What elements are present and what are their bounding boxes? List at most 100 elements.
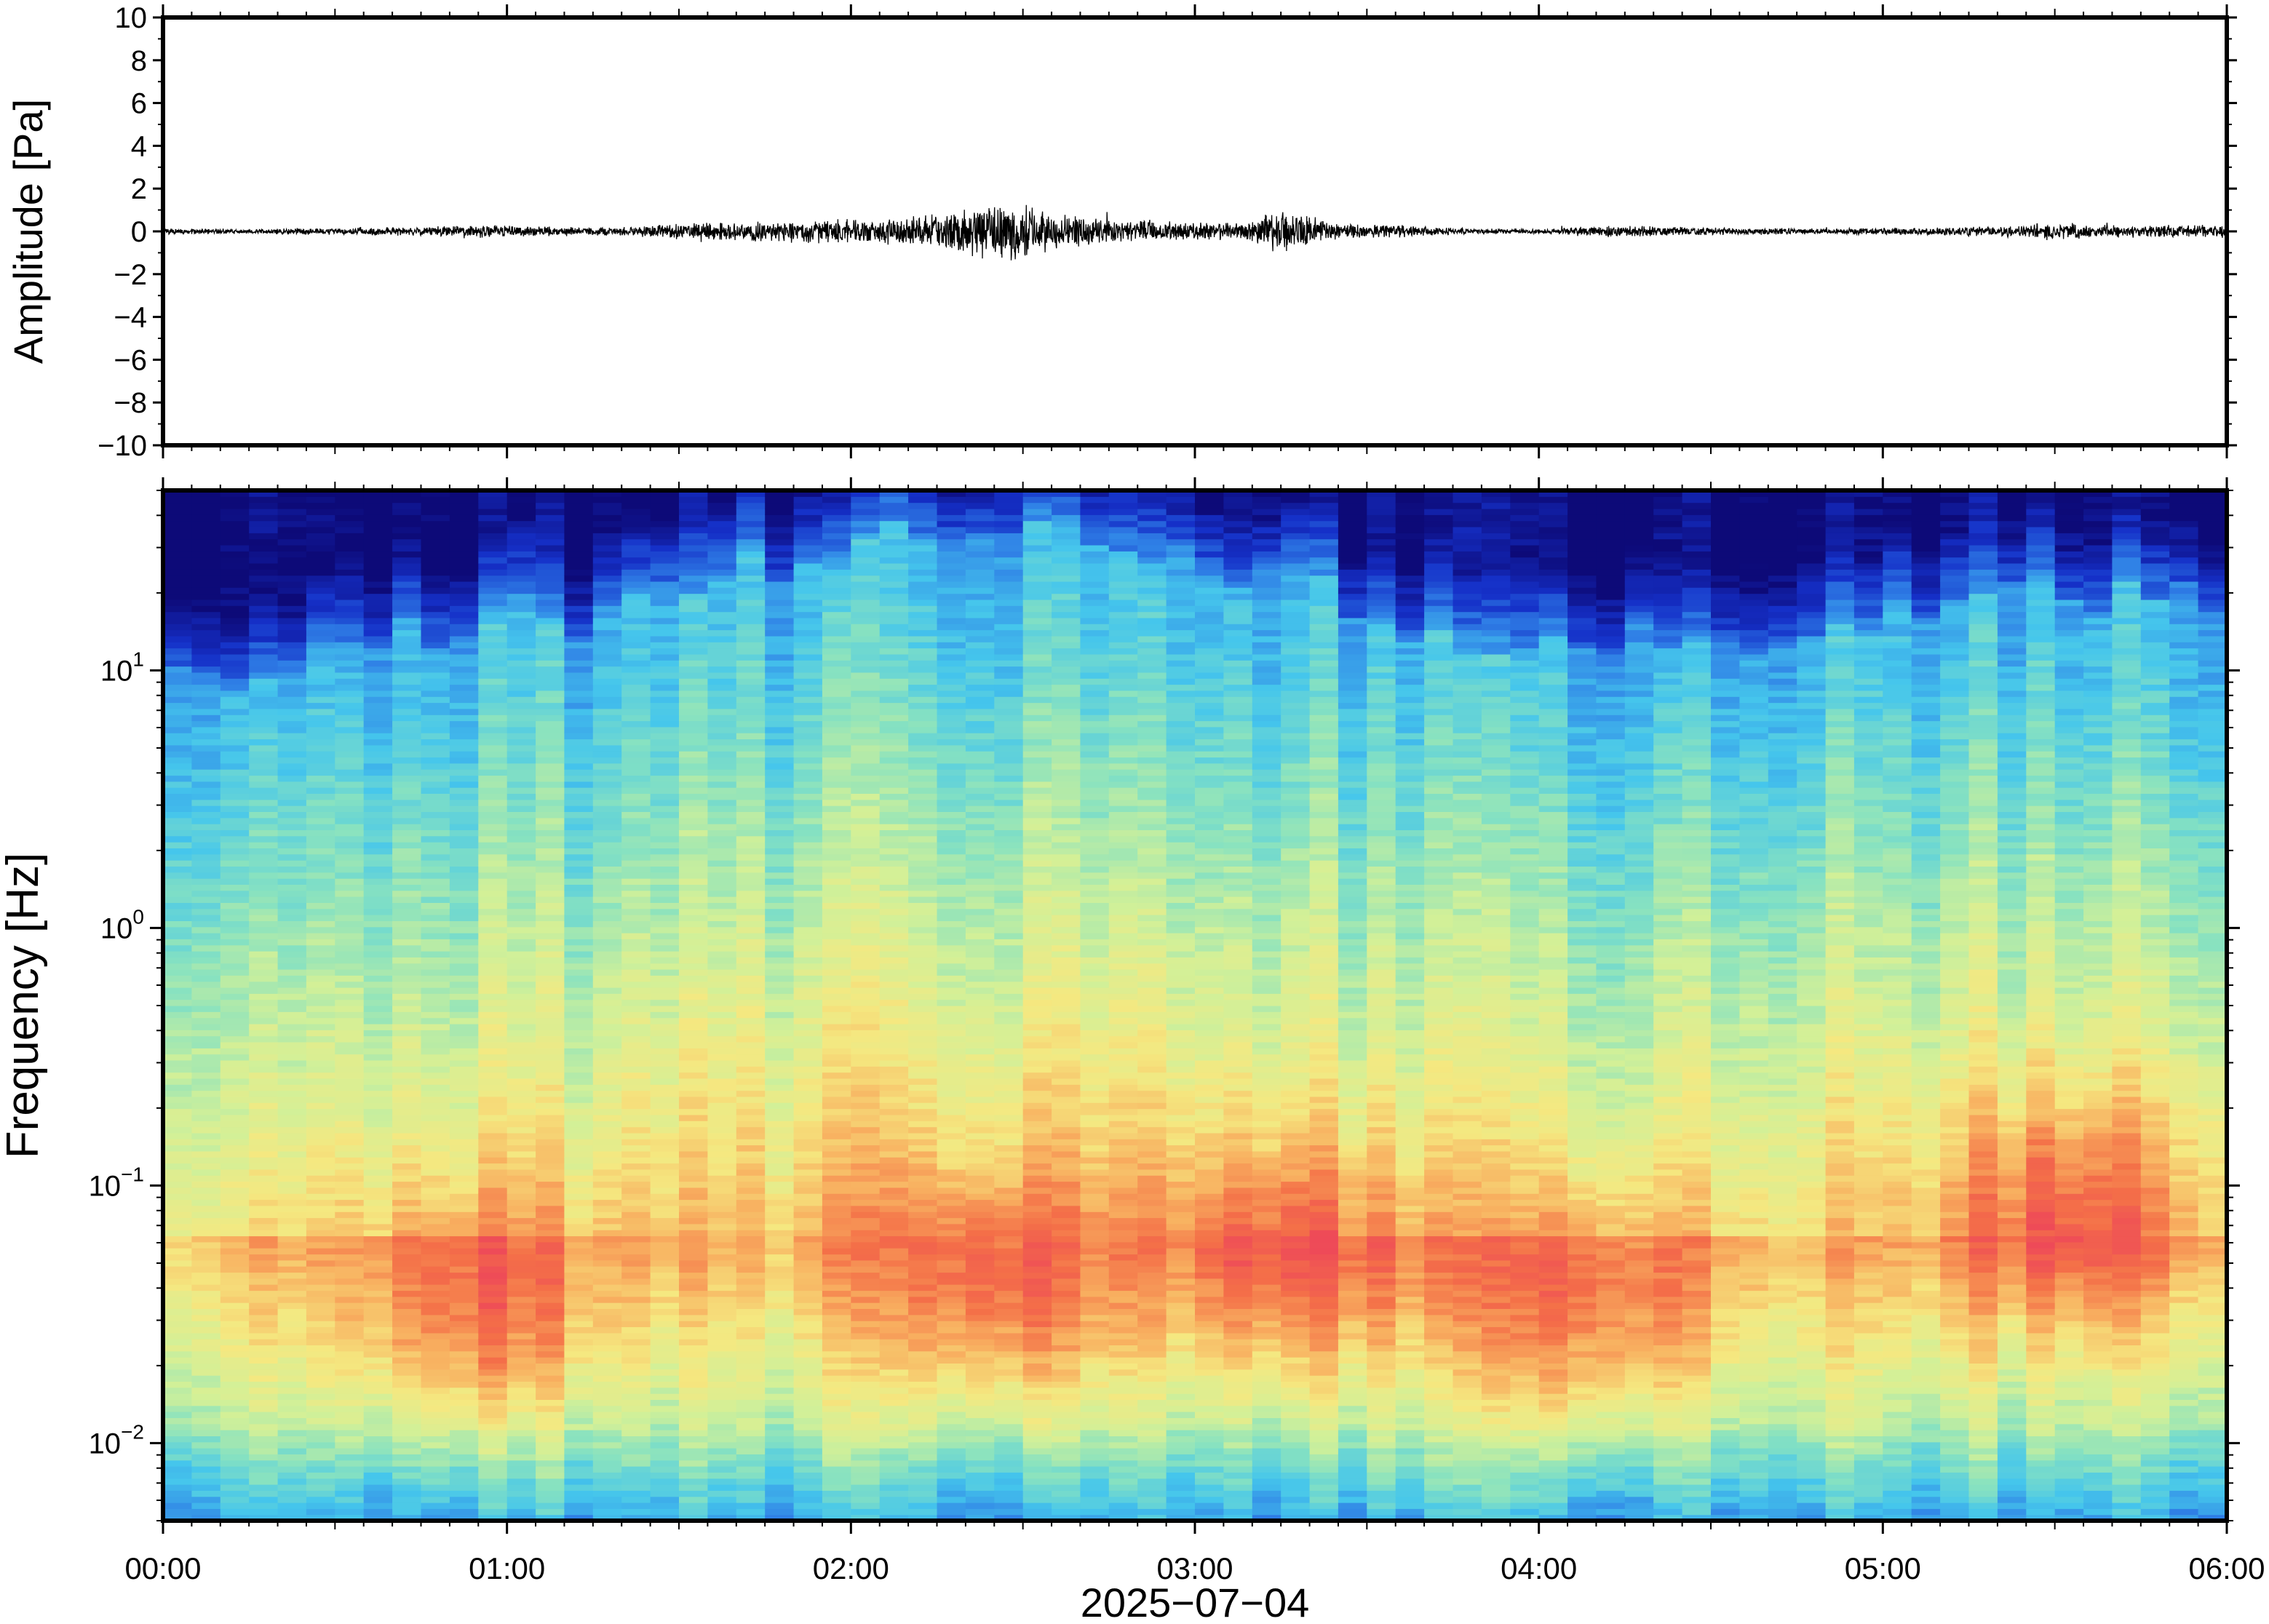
spectrogram-cell: [650, 1084, 680, 1091]
spectrogram-cell: [564, 969, 594, 976]
spectrogram-cell: [478, 557, 508, 564]
spectrogram-cell: [277, 751, 307, 758]
spectrogram-cell: [592, 1472, 622, 1479]
spectrogram-cell: [621, 635, 651, 642]
spectrogram-cell: [449, 1205, 479, 1212]
spectrogram-cell: [793, 1060, 823, 1067]
spectrogram-cell: [449, 702, 479, 709]
spectrogram-cell: [536, 1369, 565, 1376]
spectrogram-cell: [363, 878, 393, 885]
spectrogram-cell: [707, 963, 737, 970]
spectrogram-cell: [851, 1217, 881, 1225]
spectrogram-cell: [937, 1496, 966, 1503]
spectrogram-cell: [908, 1054, 938, 1061]
spectrogram-cell: [793, 1484, 823, 1491]
spectrogram-cell: [163, 1321, 192, 1327]
spectrogram-cell: [879, 1375, 909, 1382]
spectrogram-cell: [679, 951, 708, 958]
spectrogram-cell: [736, 811, 766, 819]
spectrogram-cell: [536, 915, 565, 921]
spectrogram-cell: [736, 1514, 766, 1521]
spectrogram-cell: [163, 702, 192, 709]
spectrogram-cell: [306, 611, 335, 618]
spectrogram-cell: [621, 1254, 651, 1261]
spectrogram-cell: [335, 1441, 365, 1449]
spectrogram-cell: [163, 1102, 192, 1110]
spectrogram-cell: [163, 1514, 192, 1521]
spectrogram-cell: [650, 1066, 680, 1073]
spectrogram-cell: [908, 739, 938, 746]
spectrogram-cell: [220, 1363, 250, 1370]
spectrogram-cell: [536, 860, 565, 867]
spectrogram-cell: [306, 1157, 335, 1164]
spectrogram-cell: [679, 848, 708, 855]
spectrogram-cell: [851, 835, 881, 843]
spectrogram-cell: [220, 1296, 250, 1303]
spectrogram-heatmap: [163, 490, 2227, 1521]
spectrogram-cell: [908, 1011, 938, 1019]
spectrogram-cell: [650, 1072, 680, 1079]
spectrogram-cell: [220, 1217, 250, 1225]
spectrogram-cell: [478, 878, 508, 885]
spectrogram-cell: [449, 848, 479, 855]
spectrogram-cell: [679, 666, 708, 673]
spectrogram-cell: [277, 1259, 307, 1267]
spectrogram-cell: [449, 1121, 479, 1128]
spectrogram-cell: [621, 1054, 651, 1061]
spectrogram-cell: [707, 763, 737, 770]
spectrogram-cell: [707, 890, 737, 897]
spectrogram-cell: [163, 987, 192, 994]
spectrogram-cell: [851, 593, 881, 600]
spectrogram-cell: [191, 926, 221, 934]
spectrogram-cell: [908, 908, 938, 915]
spectrogram-cell: [851, 957, 881, 964]
spectrogram-cell: [449, 1381, 479, 1388]
spectrogram-cell: [277, 1241, 307, 1249]
spectrogram-cell: [793, 933, 823, 939]
spectrogram-cell: [564, 763, 594, 770]
spectrogram-cell: [277, 1314, 307, 1321]
spectrogram-cell: [879, 987, 909, 994]
spectrogram-cell: [536, 926, 565, 934]
spectrogram-cell: [822, 835, 851, 843]
spectrogram-cell: [220, 744, 250, 752]
spectrogram-cell: [506, 1048, 536, 1055]
spectrogram-cell: [421, 599, 450, 606]
spectrogram-cell: [277, 720, 307, 728]
spectrogram-cell: [908, 1078, 938, 1085]
spectrogram-cell: [793, 1460, 823, 1467]
spectrogram-cell: [335, 951, 365, 958]
spectrogram-cell: [707, 878, 737, 885]
spectrogram-cell: [592, 708, 622, 715]
spectrogram-cell: [478, 1084, 508, 1091]
spectrogram-cell: [937, 969, 966, 976]
spectrogram-cell: [363, 642, 393, 649]
spectrogram-cell: [621, 593, 651, 600]
spectrogram-cell: [449, 733, 479, 740]
spectrogram-cell: [937, 726, 966, 733]
spectrogram-cell: [220, 1441, 250, 1449]
spectrogram-cell: [392, 593, 422, 600]
spectrogram-cell: [506, 629, 536, 637]
spectrogram-cell: [650, 1454, 680, 1461]
spectrogram-cell: [335, 757, 365, 764]
spectrogram-cell: [650, 1145, 680, 1152]
spectrogram-cell: [392, 1108, 422, 1115]
spectrogram-cell: [736, 751, 766, 758]
spectrogram-cell: [851, 563, 881, 570]
spectrogram-cell: [879, 1121, 909, 1128]
spectrogram-cell: [421, 1235, 450, 1243]
spectrogram-cell: [335, 624, 365, 631]
spectrogram-cell: [707, 1308, 737, 1315]
spectrogram-cell: [793, 551, 823, 558]
spectrogram-cell: [536, 726, 565, 733]
spectrogram-cell: [421, 1441, 450, 1449]
spectrogram-cell: [478, 817, 508, 824]
spectrogram-cell: [306, 629, 335, 637]
spectrogram-cell: [707, 1490, 737, 1497]
spectrogram-cell: [736, 951, 766, 958]
spectrogram-cell: [765, 1042, 795, 1048]
spectrogram-cell: [679, 527, 708, 533]
spectrogram-cell: [879, 1132, 909, 1139]
spectrogram-cell: [707, 1393, 737, 1400]
